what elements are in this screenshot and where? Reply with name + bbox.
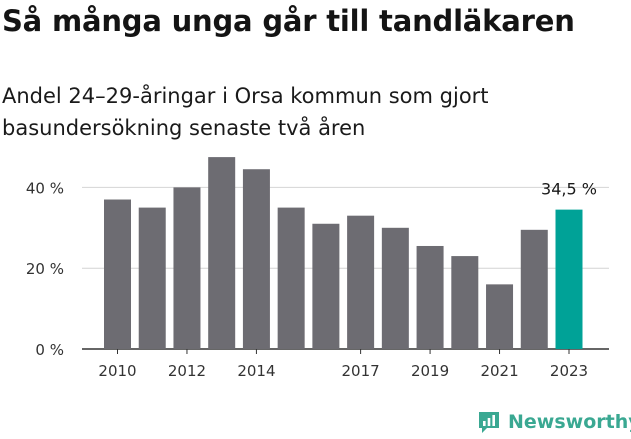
bar-2014: [242, 169, 270, 349]
bar-2022: [520, 229, 548, 349]
chart-title: Så många unga går till tandläkaren: [2, 4, 575, 38]
x-tick-label: 2012: [168, 362, 206, 380]
y-tick-label: 40 %: [26, 179, 64, 197]
bar-2012: [173, 187, 201, 349]
newsworthy-logo: Newsworthy: [476, 408, 631, 436]
bar-chart: 0 % 20 % 40 % 2010 2012 2014 2017 2019 2021 2023 3…: [26, 157, 609, 380]
newsworthy-logo-icon: [479, 412, 499, 433]
x-tick-label: 2014: [237, 362, 275, 380]
y-tick-label: 20 %: [26, 260, 64, 278]
chart-subtitle: Andel 24–29-åringar i Orsa kommun som gj…: [2, 84, 489, 140]
bar-2015: [277, 207, 305, 349]
x-tick-label: 2010: [98, 362, 136, 380]
x-tick-label: 2019: [411, 362, 449, 380]
x-tick-label: 2021: [480, 362, 518, 380]
bar-2011: [138, 207, 166, 349]
bar-2017: [347, 215, 375, 349]
x-tick-label: 2023: [550, 362, 588, 380]
bar-2010: [104, 199, 131, 349]
x-tick-label: 2017: [342, 362, 380, 380]
bar-2020: [451, 256, 479, 349]
bar-highlight-2023: [555, 209, 583, 349]
y-tick-label: 0 %: [35, 341, 64, 359]
bar-2018: [381, 227, 409, 349]
bar-2019: [416, 245, 444, 349]
bar-2016: [312, 223, 340, 349]
bar-2021: [486, 284, 514, 349]
brand-name: Newsworthy: [508, 411, 631, 433]
bar-2013: [208, 157, 236, 349]
highlight-value-label: 34,5 %: [541, 180, 597, 199]
